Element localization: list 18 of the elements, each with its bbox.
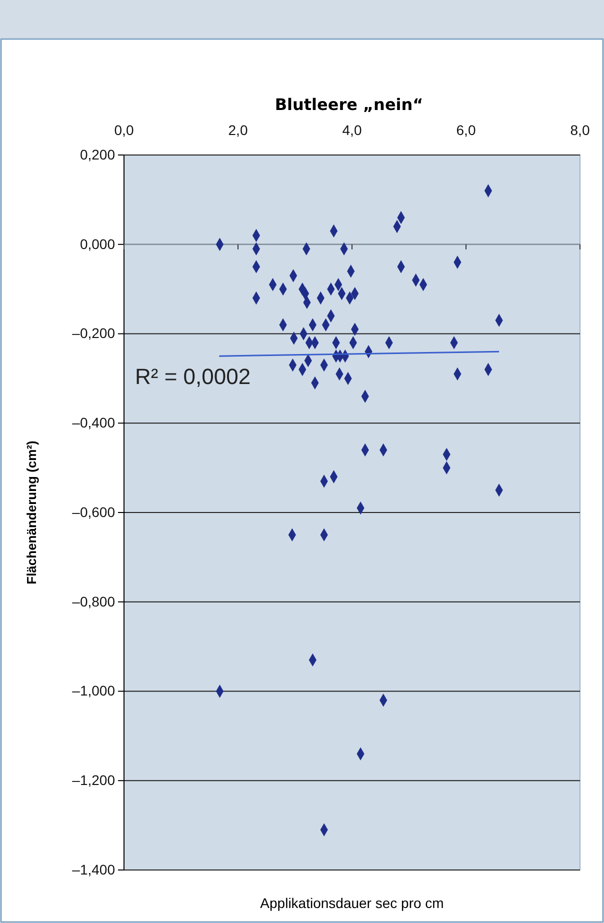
y-tick-label: –1,200 xyxy=(72,772,116,788)
y-tick-label: 0,200 xyxy=(80,146,116,162)
x-tick-label: 0,0 xyxy=(114,122,134,138)
y-tick-label: –0,600 xyxy=(72,504,116,520)
y-tick-label: –0,800 xyxy=(72,593,116,610)
x-tick-label: 8,0 xyxy=(570,122,590,138)
x-tick-label: 6,0 xyxy=(456,122,476,138)
x-tick-label: 4,0 xyxy=(342,122,362,138)
y-tick-label: 0,000 xyxy=(80,236,116,252)
annotation: R² = 0,0002 xyxy=(135,364,251,389)
y-tick-label: –0,200 xyxy=(72,325,116,342)
y-axis-title: Flächenänderung (cm²) xyxy=(24,440,39,584)
chart-title: Blutleere „nein“ xyxy=(274,95,424,114)
y-tick-label: –1,000 xyxy=(72,682,116,699)
x-tick-label: 2,0 xyxy=(228,122,248,138)
y-tick-label: –0,400 xyxy=(72,414,116,431)
x-axis-title: Applikationsdauer sec pro cm xyxy=(260,895,444,911)
y-tick-label: –1,400 xyxy=(72,861,116,878)
